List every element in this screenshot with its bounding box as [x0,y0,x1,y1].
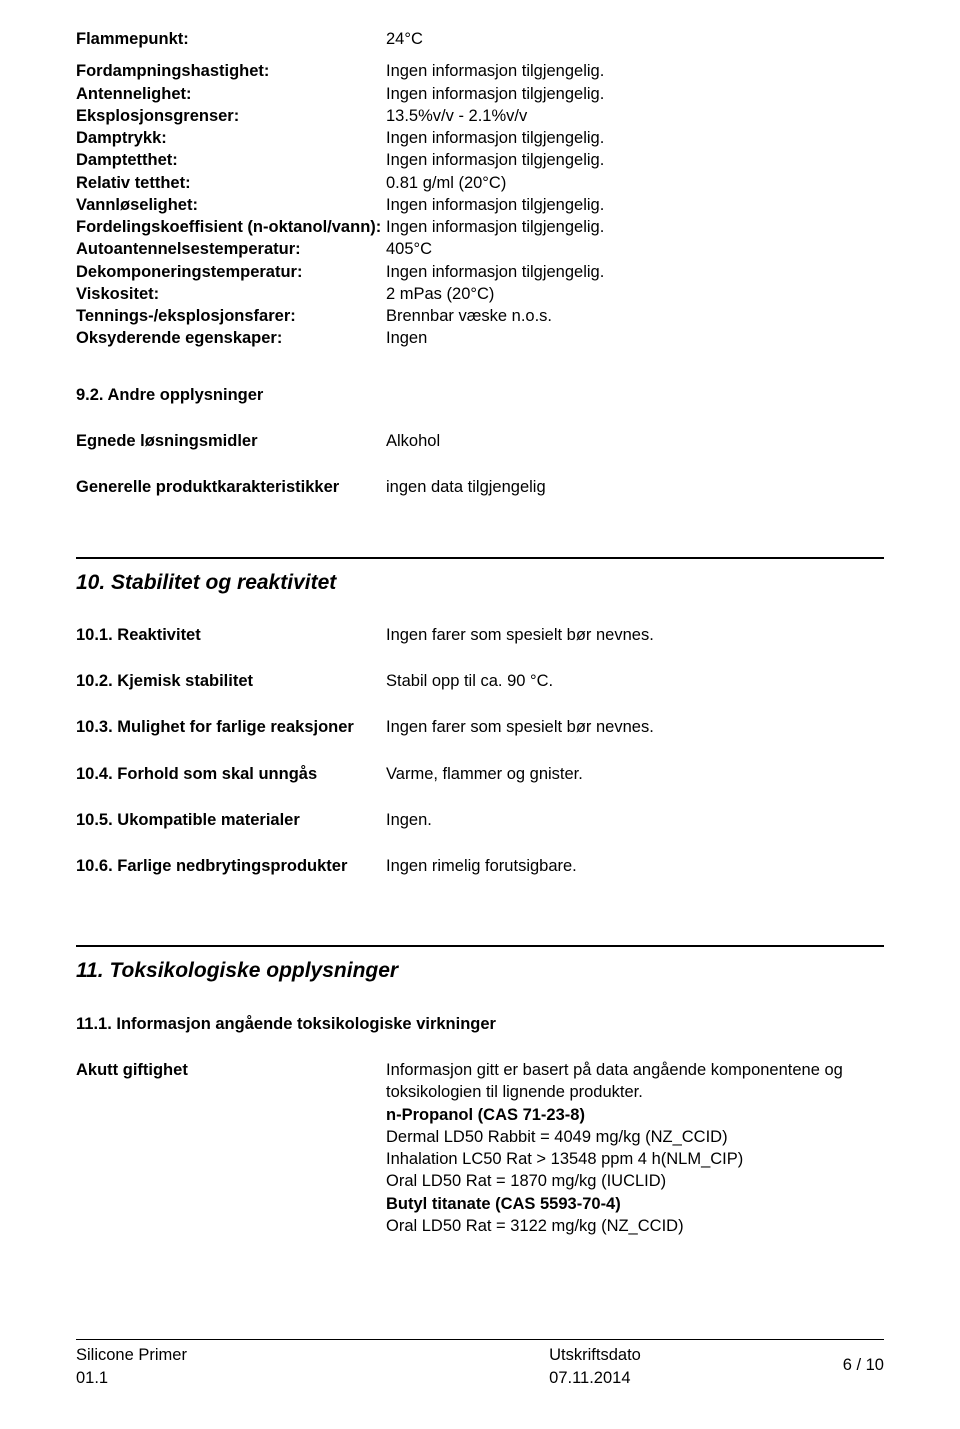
flammepunkt-label: Flammepunkt: [76,28,386,50]
relativ-value: 0.81 g/ml (20°C) [386,172,884,194]
viskositet-label: Viskositet: [76,283,386,305]
akutt-line-3: Dermal LD50 Rabbit = 4049 mg/kg (NZ_CCID… [386,1126,884,1148]
akutt-line-7: Oral LD50 Rat = 3122 mg/kg (NZ_CCID) [386,1215,884,1237]
fordampning-value: Ingen informasjon tilgjengelig. [386,60,884,82]
s11-1-sub: 11.1. Informasjon angående toksikologisk… [76,1013,884,1035]
s92-heading: 9.2. Andre opplysninger [76,384,884,406]
damptrykk-value: Ingen informasjon tilgjengelig. [386,127,884,149]
egnede-value: Alkohol [386,430,884,452]
footer-date-label: Utskriftsdato [549,1344,641,1366]
s10-4-value: Varme, flammer og gnister. [386,763,884,785]
section-10-title: 10. Stabilitet og reaktivitet [76,559,884,600]
s10-5-label: 10.5. Ukompatible materialer [76,809,386,831]
akutt-label: Akutt giftighet [76,1059,386,1237]
viskositet-value: 2 mPas (20°C) [386,283,884,305]
footer-left: Silicone Primer 01.1 [76,1344,386,1389]
s10-3-value: Ingen farer som spesielt bør nevnes. [386,716,884,738]
oksyderende-value: Ingen [386,327,884,349]
akutt-line-5: Oral LD50 Rat = 1870 mg/kg (IUCLID) [386,1170,884,1192]
fordampning-label: Fordampningshastighet: [76,60,386,82]
akutt-line-2: n-Propanol (CAS 71-23-8) [386,1104,884,1126]
akutt-line-4: Inhalation LC50 Rat > 13548 ppm 4 h(NLM_… [386,1148,884,1170]
antennelighet-value: Ingen informasjon tilgjengelig. [386,83,884,105]
akutt-line-6: Butyl titanate (CAS 5593-70-4) [386,1193,884,1215]
s10-1-value: Ingen farer som spesielt bør nevnes. [386,624,884,646]
akutt-value: Informasjon gitt er basert på data angåe… [386,1059,884,1237]
footer-product: Silicone Primer [76,1344,386,1366]
vannlos-label: Vannløselighet: [76,194,386,216]
damptetthet-value: Ingen informasjon tilgjengelig. [386,149,884,171]
relativ-label: Relativ tetthet: [76,172,386,194]
eksplosjon-label: Eksplosjonsgrenser: [76,105,386,127]
s10-6-value: Ingen rimelig forutsigbare. [386,855,884,877]
tennings-label: Tennings-/eksplosjonsfarer: [76,305,386,327]
s10-2-value: Stabil opp til ca. 90 °C. [386,670,884,692]
s10-3-label: 10.3. Mulighet for farlige reaksjoner [76,716,386,738]
footer-version: 01.1 [76,1367,386,1389]
autoant-value: 405°C [386,238,884,260]
s10-6-label: 10.6. Farlige nedbrytingsprodukter [76,855,386,877]
section-11-title: 11. Toksikologiske opplysninger [76,947,884,988]
s10-5-value: Ingen. [386,809,884,831]
damptrykk-label: Damptrykk: [76,127,386,149]
egnede-label: Egnede løsningsmidler [76,430,386,452]
footer-page: 6 / 10 [804,1344,884,1376]
tennings-value: Brennbar væske n.o.s. [386,305,884,327]
eksplosjon-value: 13.5%v/v - 2.1%v/v [386,105,884,127]
footer-date-value: 07.11.2014 [549,1367,641,1389]
akutt-line-1: Informasjon gitt er basert på data angåe… [386,1059,884,1104]
autoant-label: Autoantennelsestemperatur: [76,238,386,260]
footer-mid: Utskriftsdato 07.11.2014 [549,1344,641,1389]
dekomp-value: Ingen informasjon tilgjengelig. [386,261,884,283]
oksyderende-label: Oksyderende egenskaper: [76,327,386,349]
fordeling-label: Fordelingskoeffisient (n-oktanol/vann): [76,216,386,238]
s10-2-label: 10.2. Kjemisk stabilitet [76,670,386,692]
damptetthet-label: Damptetthet: [76,149,386,171]
s10-4-label: 10.4. Forhold som skal unngås [76,763,386,785]
generelle-label: Generelle produktkarakteristikker [76,476,386,498]
vannlos-value: Ingen informasjon tilgjengelig. [386,194,884,216]
antennelighet-label: Antennelighet: [76,83,386,105]
dekomp-label: Dekomponeringstemperatur: [76,261,386,283]
s10-1-label: 10.1. Reaktivitet [76,624,386,646]
generelle-value: ingen data tilgjengelig [386,476,884,498]
fordeling-value: Ingen informasjon tilgjengelig. [386,216,884,238]
flammepunkt-value: 24°C [386,28,884,50]
